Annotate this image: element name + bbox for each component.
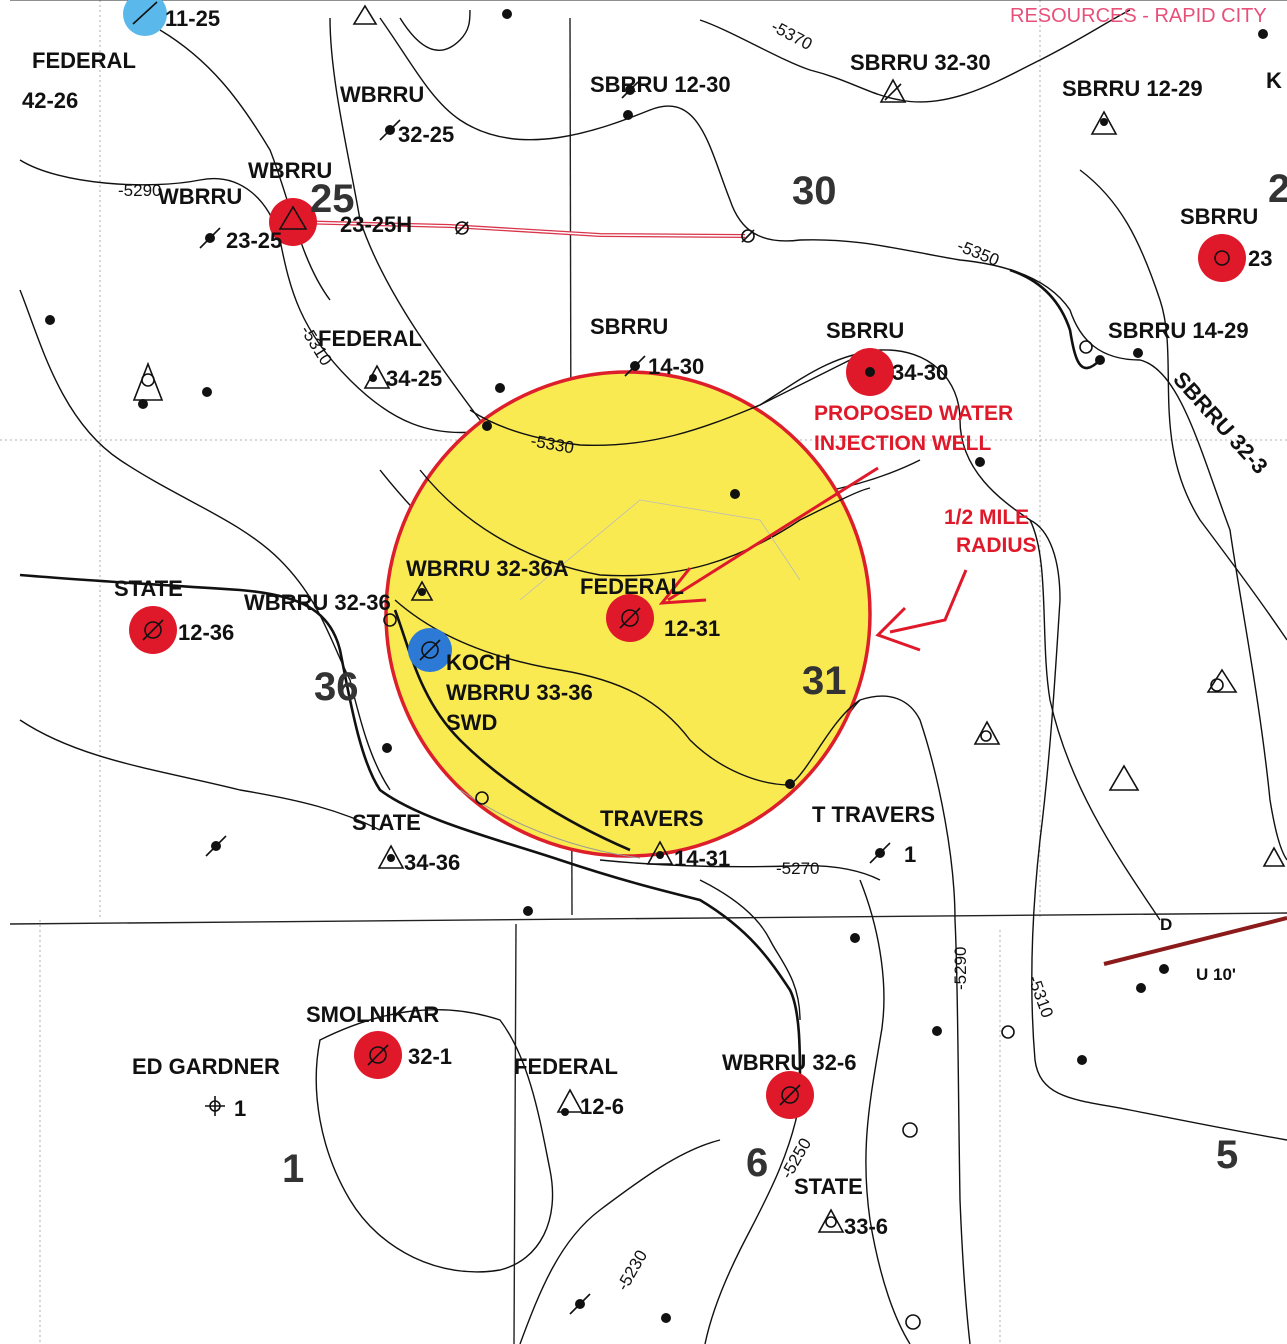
label-koch-line1: KOCH	[446, 650, 511, 675]
well-sbrru-34-30	[846, 348, 894, 396]
label-koch-line3: SWD	[446, 710, 497, 735]
label-ed-gardner-name: ED GARDNER	[132, 1054, 280, 1079]
label-sbrru-23-num: 23	[1248, 246, 1272, 271]
label-sbrru-12-30: SBRRU 12-30	[590, 72, 731, 97]
label-federal-42-26-num: 42-26	[22, 88, 78, 113]
label-wbrru-32-25-num: 32-25	[398, 122, 454, 147]
contour-label-5270: -5270	[776, 859, 819, 878]
label-federal-34-25-name: FEDERAL	[318, 326, 422, 351]
fault-line	[1103, 916, 1287, 966]
label-smolnikar-num: 32-1	[408, 1044, 452, 1069]
label-sbrru-14-30-num: 14-30	[648, 354, 704, 379]
label-sbrru-34-30-name: SBRRU	[826, 318, 904, 343]
well-open-circles	[205, 221, 1093, 1330]
label-sbrru-14-29: SBRRU 14-29	[1108, 318, 1249, 343]
label-state-12-36-num: 12-36	[178, 620, 234, 645]
horizontal-lateral	[291, 220, 746, 238]
label-wbrru-23-25-num: 23-25	[226, 228, 282, 253]
label-wbrru-23-25-name: WBRRU	[158, 184, 242, 209]
label-ed-gardner-num: 1	[234, 1096, 246, 1121]
label-wbrru-32-25-name: WBRRU	[340, 82, 424, 107]
label-k: K	[1266, 68, 1282, 93]
label-sbrru-23-name: SBRRU	[1180, 204, 1258, 229]
well-state-12-36	[129, 606, 177, 654]
label-state-12-36-name: STATE	[114, 576, 183, 601]
well-sbrru-23	[1198, 234, 1246, 282]
section-6: 6	[746, 1141, 768, 1185]
annotation-radius-line1: 1/2 MILE	[944, 506, 1029, 529]
section-36: 36	[314, 665, 359, 709]
label-federal-42-26-name: FEDERAL	[32, 48, 136, 73]
label-sbrru-14-30-name: SBRRU	[590, 314, 668, 339]
label-koch-line2: WBRRU 33-36	[446, 680, 593, 705]
annotation-proposed-line2: INJECTION WELL	[814, 432, 992, 455]
label-state-33-6-name: STATE	[794, 1174, 863, 1199]
label-state-34-36-num: 34-36	[404, 850, 460, 875]
label-federal-12-6-name: FEDERAL	[514, 1054, 618, 1079]
label-travers-14-31-num: 14-31	[674, 846, 730, 871]
label-wbrru-23-25h-num: 23-25H	[340, 212, 412, 237]
annotation-radius-line2: RADIUS	[956, 534, 1037, 557]
label-travers-14-31-name: TRAVERS	[600, 806, 704, 831]
contour-label-5290-top: -5290	[118, 181, 161, 200]
label-federal-12-31-name: FEDERAL	[580, 574, 684, 599]
label-top-cut: 11-25	[165, 6, 220, 31]
label-sbrru-12-29: SBRRU 12-29	[1062, 76, 1203, 101]
section-31: 31	[802, 659, 847, 703]
stamp-text: RESOURCES - RAPID CITY	[1010, 5, 1267, 27]
fault-up-label: U 10'	[1196, 965, 1236, 984]
well-triangle-symbols	[132, 4, 1286, 1233]
well-wbrru-32-6	[766, 1071, 814, 1119]
label-wbrru-32-36: WBRRU 32-36	[244, 590, 391, 615]
well-smolnikar-32-1	[354, 1031, 402, 1079]
label-t-travers-name: T TRAVERS	[812, 802, 935, 827]
well-federal-12-31-proposed	[606, 594, 654, 642]
label-federal-12-6-num: 12-6	[580, 1094, 624, 1119]
label-federal-34-25-num: 34-25	[386, 366, 442, 391]
well-koch-wbrru-33-36-swd	[408, 628, 452, 672]
label-state-34-36-name: STATE	[352, 810, 421, 835]
section-1: 1	[282, 1147, 304, 1191]
section-2: 2	[1268, 167, 1287, 211]
label-wbrru-32-6: WBRRU 32-6	[722, 1050, 856, 1075]
section-30: 30	[792, 169, 837, 213]
label-sbrru-34-30-num: 34-30	[892, 360, 948, 385]
section-25: 25	[310, 177, 355, 221]
annotation-proposed-line1: PROPOSED WATER	[814, 402, 1013, 425]
label-smolnikar-name: SMOLNIKAR	[306, 1002, 439, 1027]
well-dots	[45, 9, 1268, 1323]
label-federal-12-31-num: 12-31	[664, 616, 720, 641]
fault-down-label: D	[1160, 915, 1172, 934]
label-wbrru-23-25h-name: WBRRU	[248, 158, 332, 183]
contour-label-5290: -5290	[951, 947, 970, 990]
label-sbrru-32-30: SBRRU 32-30	[850, 50, 991, 75]
label-wbrru-32-36a: WBRRU 32-36A	[406, 556, 569, 581]
label-t-travers-num: 1	[904, 842, 916, 867]
annotation-arrows	[658, 466, 968, 652]
well-lightblue-11-25	[123, 0, 167, 36]
well-wbrru-23-25h	[269, 198, 317, 246]
section-5: 5	[1216, 1133, 1238, 1177]
label-state-33-6-num: 33-6	[844, 1214, 888, 1239]
